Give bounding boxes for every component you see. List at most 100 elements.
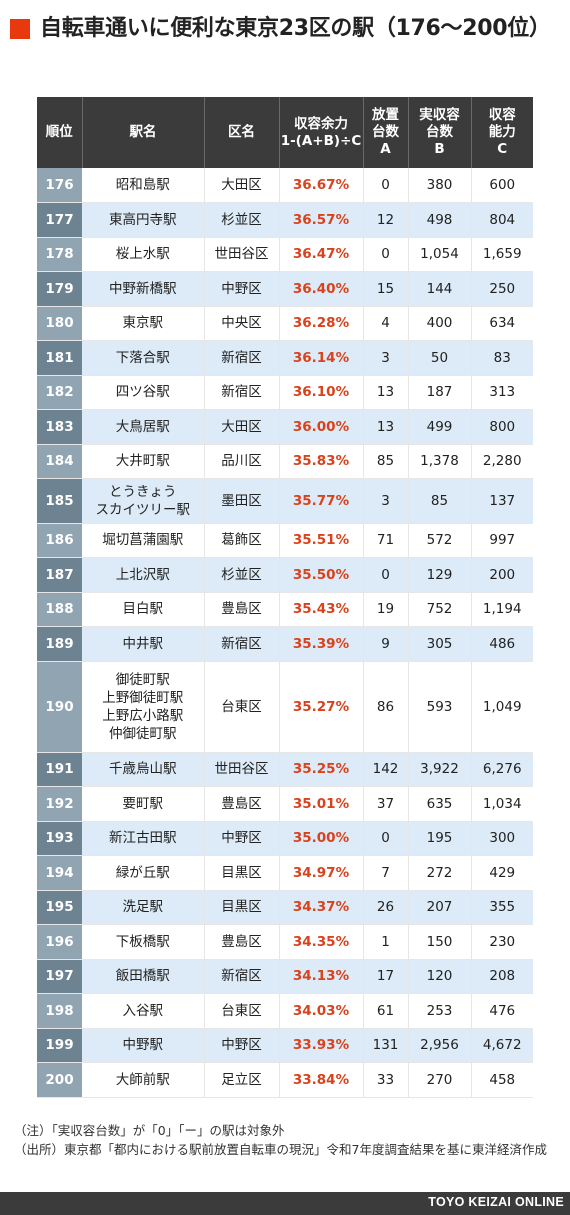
station-name: 千歳烏山駅	[109, 761, 177, 778]
capacity-cell: 486	[471, 626, 533, 662]
table-row: 191 千歳烏山駅 世田谷区 35.25% 142 3,922 6,276	[37, 752, 533, 787]
table-row: 185 とうきょう スカイツリー駅 墨田区 35.77% 3 85 137	[37, 478, 533, 524]
abandoned-cell: 0	[363, 237, 409, 272]
footer-brand: TOYO KEIZAI ONLINE	[428, 1195, 564, 1209]
abandoned-cell: 17	[363, 959, 409, 994]
actual-cell: 1,378	[408, 444, 472, 479]
actual-cell: 187	[408, 375, 472, 410]
station-cell: 桜上水駅	[82, 237, 205, 272]
station-cell: 中野新橋駅	[82, 271, 205, 307]
actual-cell: 272	[408, 855, 472, 891]
station-cell: 新江古田駅	[82, 821, 205, 856]
actual-cell: 3,922	[408, 752, 472, 787]
header-row: 順位 駅名 区名 収容余力 1-(A+B)÷C 放置 台数 A 実収容 台数 B…	[37, 97, 533, 168]
rank-cell: 184	[37, 444, 82, 479]
source-line: （出所）東京都「都内における駅前放置自転車の現況」令和7年度調査結果を基に東洋経…	[14, 1142, 547, 1157]
ward-cell: 杉並区	[204, 557, 280, 593]
rank-cell: 194	[37, 855, 82, 891]
capacity-cell: 800	[471, 409, 533, 445]
actual-cell: 195	[408, 821, 472, 856]
capacity-cell: 83	[471, 340, 533, 376]
table-row: 186 堀切菖蒲園駅 葛飾区 35.51% 71 572 997	[37, 523, 533, 558]
table-row: 183 大鳥居駅 大田区 36.00% 13 499 800	[37, 409, 533, 445]
abandoned-cell: 4	[363, 306, 409, 341]
actual-cell: 253	[408, 993, 472, 1029]
header-line: 台数	[426, 124, 453, 140]
station-cell: 入谷駅	[82, 993, 205, 1029]
ward-cell: 葛飾区	[204, 523, 280, 558]
capacity-cell: 1,049	[471, 661, 533, 753]
rank-cell: 188	[37, 592, 82, 627]
actual-cell: 85	[408, 478, 472, 524]
rank-cell: 177	[37, 202, 82, 238]
rank-cell: 200	[37, 1062, 82, 1098]
rank-cell: 180	[37, 306, 82, 341]
actual-cell: 498	[408, 202, 472, 238]
capacity-cell: 355	[471, 890, 533, 925]
ward-cell: 世田谷区	[204, 237, 280, 272]
abandoned-cell: 9	[363, 626, 409, 662]
actual-cell: 305	[408, 626, 472, 662]
actual-cell: 207	[408, 890, 472, 925]
margin-cell: 34.97%	[279, 855, 364, 891]
station-cell: 堀切菖蒲園駅	[82, 523, 205, 558]
station-name: 中井駅	[122, 635, 164, 652]
abandoned-cell: 131	[363, 1028, 409, 1063]
table-body: 176 昭和島駅 大田区 36.67% 0 380 600 177 東高円寺駅 杉並区 36.57%…	[37, 168, 533, 1098]
header-line: 放置	[372, 107, 399, 123]
header-ward: 区名	[204, 97, 280, 168]
table-row: 190 御徒町駅 上野御徒町駅 上野広小路駅 仲御徒町駅 台東区 35.27% 86 593 1,…	[37, 661, 533, 753]
actual-cell: 144	[408, 271, 472, 307]
abandoned-cell: 13	[363, 375, 409, 410]
abandoned-cell: 0	[363, 168, 409, 203]
margin-cell: 35.83%	[279, 444, 364, 479]
capacity-cell: 4,672	[471, 1028, 533, 1063]
actual-cell: 752	[408, 592, 472, 627]
header-line: 1-(A+B)÷C	[280, 132, 362, 149]
abandoned-cell: 1	[363, 924, 409, 960]
footer-bar: TOYO KEIZAI ONLINE	[0, 1192, 570, 1215]
header-rank: 順位	[37, 97, 83, 168]
station-name: 御徒町駅	[115, 671, 170, 688]
header-abandoned: 放置 台数 A	[363, 97, 409, 168]
table-row: 198 入谷駅 台東区 34.03% 61 253 476	[37, 993, 533, 1029]
station-name: 飯田橋駅	[115, 968, 170, 985]
header-line: 台数	[372, 124, 399, 140]
station-name: 四ツ谷駅	[115, 384, 170, 401]
header-line: 収容余力	[294, 115, 348, 132]
station-name: 上野広小路駅	[102, 707, 184, 724]
station-name: 入谷駅	[122, 1002, 164, 1019]
margin-cell: 35.43%	[279, 592, 364, 627]
header-line: 実収容	[419, 107, 460, 123]
ward-cell: 豊島区	[204, 592, 280, 627]
ward-cell: 豊島区	[204, 786, 280, 822]
station-name: 東高円寺駅	[109, 211, 177, 228]
table-row: 179 中野新橋駅 中野区 36.40% 15 144 250	[37, 271, 533, 307]
actual-cell: 593	[408, 661, 472, 753]
header-line: 収容	[488, 107, 516, 123]
rank-cell: 176	[37, 168, 82, 203]
ward-cell: 中野区	[204, 1028, 280, 1063]
rank-cell: 199	[37, 1028, 82, 1063]
margin-cell: 33.93%	[279, 1028, 364, 1063]
station-name: 上北沢駅	[115, 566, 170, 583]
ward-cell: 中野区	[204, 271, 280, 307]
actual-cell: 120	[408, 959, 472, 994]
rank-cell: 187	[37, 557, 82, 593]
rank-cell: 178	[37, 237, 82, 272]
ward-cell: 大田区	[204, 168, 280, 203]
actual-cell: 129	[408, 557, 472, 593]
table-row: 176 昭和島駅 大田区 36.67% 0 380 600	[37, 168, 533, 203]
ward-cell: 杉並区	[204, 202, 280, 238]
station-name: とうきょう	[109, 483, 177, 500]
margin-cell: 34.03%	[279, 993, 364, 1029]
capacity-cell: 1,194	[471, 592, 533, 627]
abandoned-cell: 15	[363, 271, 409, 307]
ward-cell: 大田区	[204, 409, 280, 445]
abandoned-cell: 12	[363, 202, 409, 238]
station-cell: 目白駅	[82, 592, 205, 627]
station-name: 中野駅	[122, 1037, 164, 1054]
station-cell: 昭和島駅	[82, 168, 205, 203]
margin-cell: 35.77%	[279, 478, 364, 524]
ward-cell: 新宿区	[204, 375, 280, 410]
